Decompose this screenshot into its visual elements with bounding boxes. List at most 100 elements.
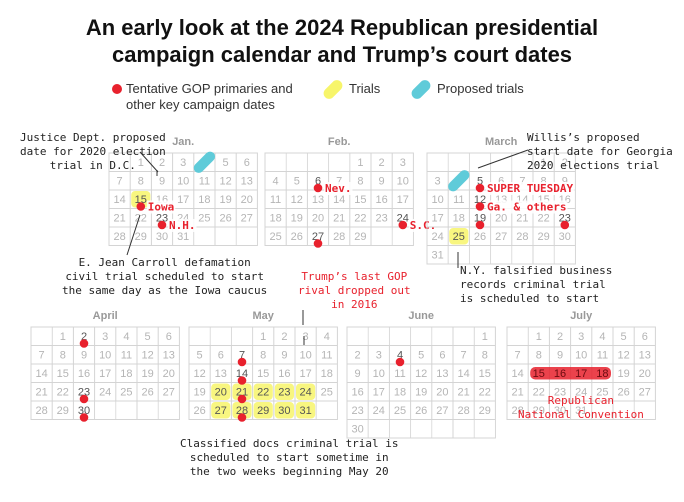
empty-cell [474, 420, 495, 438]
day-jan-11: 11 [199, 176, 210, 188]
empty-cell [453, 327, 474, 345]
day-june-8: 8 [482, 350, 488, 362]
day-march-30: 30 [559, 231, 571, 243]
annotation-classified-docs: Classified docs criminal trial is schedu… [180, 437, 399, 478]
day-july-5: 5 [621, 331, 627, 343]
day-june-18: 18 [394, 387, 406, 399]
day-july-17: 17 [575, 368, 587, 380]
day-april-5: 5 [145, 331, 151, 343]
day-may-8: 8 [260, 350, 266, 362]
day-may-6: 6 [218, 350, 224, 362]
month-grid-april [30, 326, 180, 420]
event-label-bg [146, 200, 176, 214]
day-may-30: 30 [278, 405, 290, 417]
event-dot-jan-23 [157, 220, 167, 230]
day-may-22: 22 [257, 387, 269, 399]
day-june-19: 19 [415, 387, 427, 399]
day-may-14: 14 [236, 368, 248, 380]
trial-highlight-may-22 [253, 383, 273, 400]
day-july-26: 26 [617, 387, 629, 399]
day-feb-24: 24 [397, 213, 409, 225]
day-march-17: 17 [431, 213, 443, 225]
day-april-22: 22 [57, 387, 69, 399]
event-label-march-5: SUPER TUESDAY [487, 182, 573, 195]
day-jan-27: 27 [241, 213, 253, 225]
annotation-rnc: Republican National Convention [518, 394, 644, 421]
month-grid-may [188, 326, 338, 420]
trial-highlight-may-24 [296, 383, 316, 400]
empty-cell [469, 153, 491, 171]
trial-highlight-march-25 [449, 228, 469, 245]
trial-highlight-may-31 [296, 402, 316, 419]
event-label-jan-15: Iowa [148, 201, 175, 214]
empty-cell [265, 153, 286, 171]
day-feb-25: 25 [269, 231, 281, 243]
day-feb-22: 22 [354, 213, 366, 225]
empty-cell [347, 327, 368, 345]
day-feb-13: 13 [312, 194, 324, 206]
leader-doj [139, 151, 159, 173]
day-april-14: 14 [35, 368, 47, 380]
event-dot-march-12 [475, 202, 485, 211]
day-feb-27: 27 [312, 231, 324, 243]
day-may-13: 13 [215, 368, 227, 380]
day-feb-8: 8 [357, 176, 363, 188]
day-feb-29: 29 [354, 231, 366, 243]
month-label-jan: Jan. [172, 136, 194, 148]
trial-highlight-jan-15 [131, 191, 151, 208]
empty-cell [507, 327, 528, 345]
day-march-12: 12 [474, 194, 486, 206]
trial-highlight-may-27 [211, 402, 231, 419]
day-april-24: 24 [99, 387, 111, 399]
day-feb-1: 1 [357, 157, 363, 169]
day-july-9: 9 [557, 350, 563, 362]
day-jan-7: 7 [117, 176, 123, 188]
month-label-may: May [252, 310, 274, 322]
annotation-willis-proposed: Willis’s proposed start date for Georgia… [527, 131, 673, 172]
day-april-20: 20 [163, 368, 175, 380]
empty-cell [392, 227, 413, 245]
day-april-15: 15 [57, 368, 69, 380]
empty-cell [533, 246, 554, 264]
day-july-11: 11 [597, 350, 608, 362]
month-label-april: April [93, 310, 118, 322]
day-july-16: 16 [554, 368, 566, 380]
day-april-11: 11 [121, 350, 132, 362]
day-jan-10: 10 [177, 176, 189, 188]
day-march-24: 24 [431, 231, 443, 243]
day-march-21: 21 [516, 213, 528, 225]
event-dot-may-21 [237, 394, 247, 404]
day-feb-9: 9 [379, 176, 385, 188]
day-feb-7: 7 [336, 176, 342, 188]
day-march-5: 5 [477, 176, 483, 188]
event-dot-feb-27 [313, 239, 323, 248]
day-march-10: 10 [431, 194, 443, 206]
day-july-20: 20 [639, 368, 651, 380]
event-dot-march-19 [475, 220, 485, 230]
month-label-feb: Feb. [328, 136, 351, 148]
day-feb-23: 23 [375, 213, 387, 225]
day-may-7: 7 [239, 350, 245, 362]
day-may-31: 31 [299, 405, 311, 417]
empty-cell [329, 153, 350, 171]
day-may-1: 1 [260, 331, 266, 343]
chart-title: An early look at the 2024 Republican pre… [0, 14, 684, 68]
empty-cell [389, 327, 411, 345]
day-april-29: 29 [57, 405, 69, 417]
day-jan-29: 29 [135, 231, 147, 243]
day-april-21: 21 [35, 387, 47, 399]
day-april-6: 6 [166, 331, 172, 343]
day-april-7: 7 [39, 350, 45, 362]
empty-cell [592, 401, 613, 419]
event-dot-april-23 [79, 394, 89, 404]
day-feb-2: 2 [379, 157, 385, 169]
month-grid-jan [108, 152, 258, 246]
annotation-doj-proposed: Justice Dept. proposed date for 2020 ele… [20, 131, 166, 172]
event-dot-may-28 [237, 413, 247, 422]
empty-cell [116, 401, 137, 419]
event-label-feb-24: S.C. [410, 219, 437, 232]
empty-cell [411, 327, 432, 345]
day-july-1: 1 [536, 331, 542, 343]
